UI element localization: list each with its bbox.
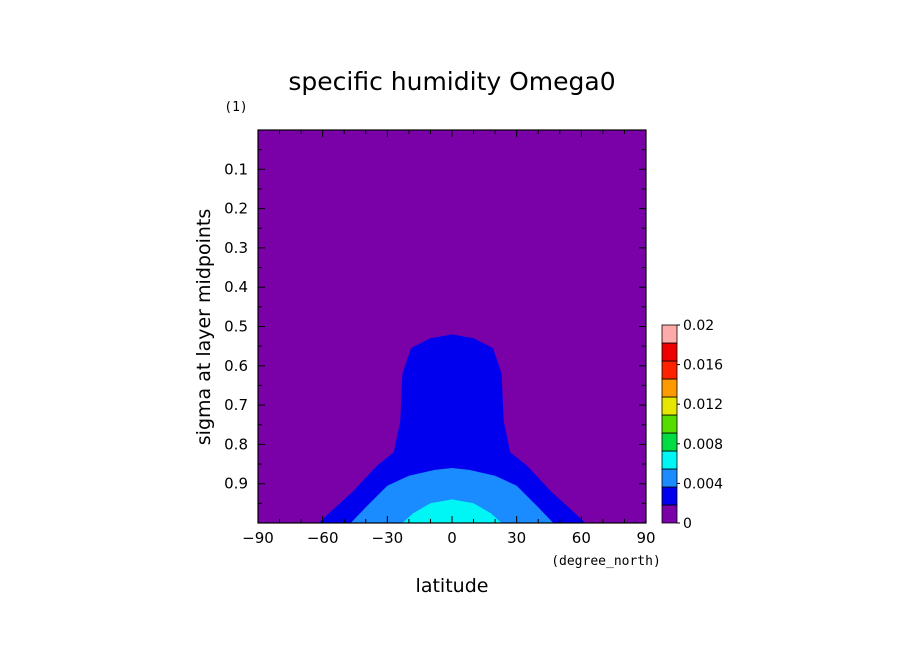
contour-fill-0-004 [350, 468, 554, 523]
y-tick-label: 0.2 [224, 200, 248, 218]
x-tick-label: 30 [507, 529, 526, 547]
colorbar-label: 0.008 [683, 437, 723, 453]
contour-fill-0-002 [258, 334, 646, 523]
x-tick-label: −60 [307, 529, 339, 547]
colorbar-segment [661, 360, 678, 380]
y-tick-label: 0.8 [224, 435, 248, 453]
x-axis-label: latitude [416, 575, 489, 597]
y-tick-label: 0.9 [224, 475, 248, 493]
colorbar-segment [661, 486, 678, 506]
x-tick-label: 60 [572, 529, 591, 547]
colorbar-label: 0.02 [683, 318, 714, 334]
y-axis-label: sigma at layer midpoints [193, 209, 215, 445]
axes: −90 −60 −30 0 30 60 90 0.1 0.2 0.3 0.4 0.5 0.6 0.7 0.8… [224, 129, 656, 547]
y-tick-label: 0.4 [224, 278, 248, 296]
colorbar-segment [661, 414, 678, 434]
colorbar: 0 0.004 0.008 0.012 0.016 0.02 [661, 318, 723, 532]
colorbar-segment [661, 468, 678, 488]
colorbar-label: 0.016 [683, 358, 723, 374]
colorbar-label: 0.004 [683, 476, 723, 492]
x-units-label: (degree_north) [551, 554, 661, 569]
x-tick-label: 0 [447, 529, 457, 547]
x-tick-label: 90 [636, 529, 655, 547]
colorbar-segment [661, 378, 678, 398]
colorbar-label: 0 [683, 516, 692, 532]
x-tick-label: −30 [372, 529, 404, 547]
colorbar-label: 0.012 [683, 397, 723, 413]
x-tick-label: −90 [242, 529, 274, 547]
colorbar-segment [661, 504, 678, 524]
y-tick-label: 0.1 [224, 160, 248, 178]
y-tick-label: 0.7 [224, 396, 248, 414]
colorbar-segment [661, 450, 678, 470]
y-tick-label: 0.5 [224, 318, 248, 336]
y-tick-label: 0.3 [224, 239, 248, 257]
y-units-label: (1) [224, 100, 247, 115]
colorbar-segment [661, 396, 678, 416]
colorbar-segment [661, 324, 678, 344]
plot-area [258, 130, 646, 523]
chart-title: specific humidity Omega0 [288, 67, 615, 96]
contour-fill-0-006 [402, 499, 502, 523]
colorbar-segment [661, 432, 678, 452]
y-tick-label: 0.6 [224, 357, 248, 375]
colorbar-segment [661, 342, 678, 362]
